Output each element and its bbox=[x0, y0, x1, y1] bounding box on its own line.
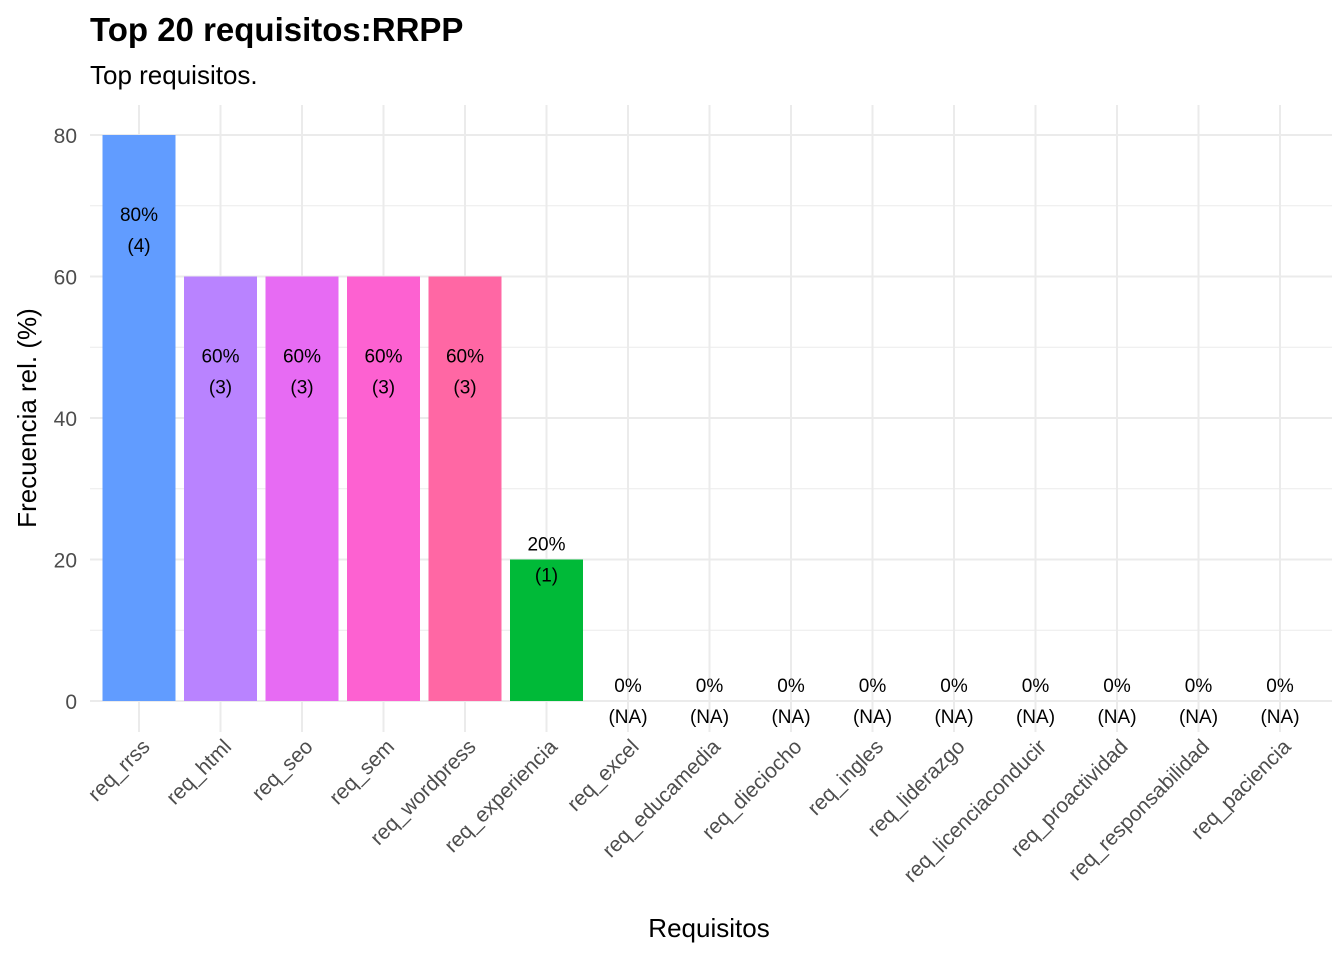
bar bbox=[347, 276, 420, 701]
bar-count-label: (NA) bbox=[608, 707, 647, 728]
bar-pct-label: 0% bbox=[1185, 676, 1213, 697]
bar-pct-label: 0% bbox=[859, 676, 887, 697]
bar bbox=[428, 276, 502, 701]
bar-count-label: (3) bbox=[372, 378, 395, 399]
bar-pct-label: 0% bbox=[614, 676, 642, 697]
bar-pct-label: 0% bbox=[696, 676, 724, 697]
bar-pct-label: 60% bbox=[364, 347, 402, 368]
bar-labels: 80% (4) 60% (3) 60% (3) 60% (3) 60% (3) 20% (1) 0% (N… bbox=[120, 205, 1300, 728]
y-tick-label: 20 bbox=[54, 550, 77, 573]
x-tick-label: req_html bbox=[162, 735, 236, 809]
bar-pct-label: 20% bbox=[527, 535, 565, 556]
bar-count-label: (NA) bbox=[1097, 707, 1136, 728]
y-tick-label: 40 bbox=[54, 408, 77, 431]
bar-pct-label: 0% bbox=[777, 676, 805, 697]
bar-pct-label: 60% bbox=[283, 347, 321, 368]
bars bbox=[102, 135, 583, 701]
chart-title: Top 20 requisitos:RRPP bbox=[90, 11, 463, 48]
bar-pct-label: 60% bbox=[446, 347, 484, 368]
y-axis-ticks: 0 20 40 60 80 bbox=[54, 125, 77, 714]
bar-count-label: (1) bbox=[535, 566, 558, 587]
bar-count-label: (NA) bbox=[690, 707, 729, 728]
x-tick-label: req_ingles bbox=[803, 735, 888, 820]
bar-count-label: (NA) bbox=[1016, 707, 1055, 728]
bar-count-label: (4) bbox=[127, 236, 150, 257]
bar-count-label: (NA) bbox=[1260, 707, 1299, 728]
x-tick-label: req_seo bbox=[248, 735, 318, 805]
x-tick-label: req_responsabilidad bbox=[1064, 735, 1214, 885]
bar bbox=[102, 135, 176, 701]
chart-subtitle: Top requisitos. bbox=[90, 60, 258, 90]
x-axis-ticks: req_rrss req_html req_seo req_semreq_wordpr… bbox=[84, 735, 1296, 887]
bar-count-label: (3) bbox=[209, 378, 232, 399]
bar bbox=[510, 559, 583, 701]
x-tick-label: req_licenciaconducir bbox=[899, 735, 1051, 887]
x-tick-label: req_excel bbox=[563, 735, 644, 816]
bar-count-label: (NA) bbox=[853, 707, 892, 728]
bar-count-label: (NA) bbox=[771, 707, 810, 728]
bar-count-label: (NA) bbox=[934, 707, 973, 728]
bar-pct-label: 60% bbox=[201, 347, 239, 368]
bar bbox=[184, 276, 257, 701]
y-axis-title: Frecuencia rel. (%) bbox=[12, 308, 42, 528]
bar-pct-label: 0% bbox=[1103, 676, 1131, 697]
y-tick-label: 60 bbox=[54, 267, 77, 290]
y-tick-label: 0 bbox=[65, 691, 77, 714]
bar bbox=[265, 276, 339, 701]
bar-count-label: (NA) bbox=[1179, 707, 1218, 728]
x-axis-title: Requisitos bbox=[648, 913, 769, 943]
bar-pct-label: 80% bbox=[120, 205, 158, 226]
bar-pct-label: 0% bbox=[1266, 676, 1294, 697]
y-tick-label: 80 bbox=[54, 125, 77, 148]
x-tick-label: req_rrss bbox=[84, 735, 155, 806]
bar-pct-label: 0% bbox=[1022, 676, 1050, 697]
x-tick-label: req_sem bbox=[325, 735, 399, 809]
bar-pct-label: 0% bbox=[940, 676, 968, 697]
bar-count-label: (3) bbox=[290, 378, 313, 399]
bar-count-label: (3) bbox=[453, 378, 476, 399]
